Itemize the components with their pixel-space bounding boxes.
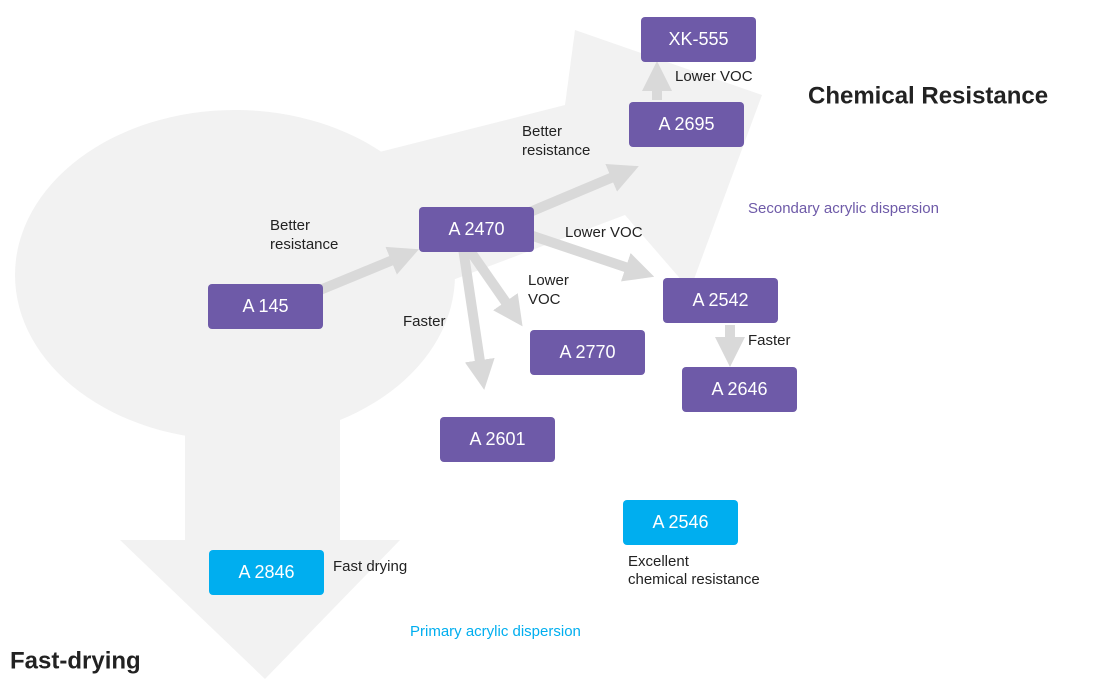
node-box (530, 330, 645, 375)
node-label: A 2470 (448, 219, 504, 239)
edge (461, 242, 523, 327)
node-label: A 2601 (469, 429, 525, 449)
labels: Better resistance Better resistance Lower VO… (270, 68, 791, 588)
edge-label: resistance (522, 142, 590, 159)
node-label: A 2546 (652, 512, 708, 532)
node-label: A 2695 (658, 114, 714, 134)
node-label: A 2646 (711, 379, 767, 399)
bg-down-arrow (120, 400, 400, 679)
edge (528, 230, 655, 282)
note: Excellent (628, 553, 690, 570)
node-box (682, 367, 797, 412)
bg-up-arrow (230, 30, 762, 330)
background-arrows (15, 30, 762, 679)
edge-label: Better (522, 123, 562, 140)
edge-label: Faster (403, 313, 446, 330)
edge-label: Lower VOC (565, 224, 643, 241)
axis-title: Chemical Resistance (808, 82, 1048, 109)
note: chemical resistance (628, 571, 760, 588)
edge (458, 247, 495, 390)
edge-label: resistance (270, 236, 338, 253)
edge-label: Lower (528, 272, 569, 289)
node-label: XK-555 (668, 29, 728, 49)
legend-text: Secondary acrylic dispersion (748, 200, 939, 217)
node-label: A 2542 (692, 290, 748, 310)
node-label: A 145 (242, 296, 288, 316)
node-box (641, 17, 756, 62)
edge (318, 246, 419, 295)
nodes: XK-555 A 2695 A 2470 A 145 A 2542 A 2770 A 264… (208, 17, 797, 595)
node-box (663, 278, 778, 323)
node-box (629, 102, 744, 147)
node-box (419, 207, 534, 252)
node-box (440, 417, 555, 462)
node-box (209, 550, 324, 595)
edge-label: Lower VOC (675, 68, 753, 85)
edge-label: Better (270, 217, 310, 234)
node-label: A 2846 (238, 562, 294, 582)
node-label: A 2770 (559, 342, 615, 362)
node-box (623, 500, 738, 545)
note: Fast drying (333, 558, 407, 575)
edges (318, 61, 745, 390)
edge-label: VOC (528, 291, 561, 308)
edge-label: Faster (748, 332, 791, 349)
node-box (208, 284, 323, 329)
axis-title: Fast-drying (10, 647, 141, 674)
edge (528, 163, 639, 217)
legend-text: Primary acrylic dispersion (410, 623, 581, 640)
